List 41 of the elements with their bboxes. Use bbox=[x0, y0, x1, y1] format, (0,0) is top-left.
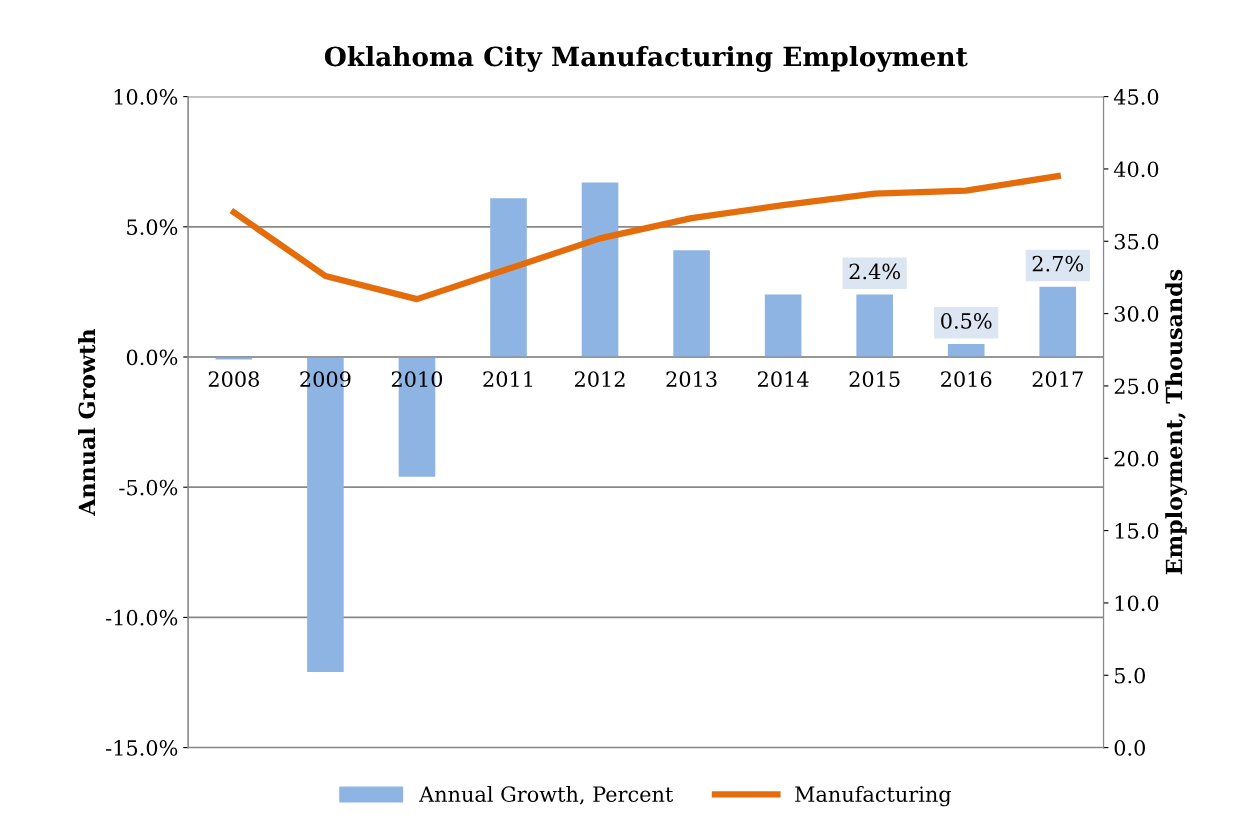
y2-tick-label: 40.0 bbox=[1113, 161, 1159, 178]
data-label: 2.7% bbox=[1032, 255, 1084, 272]
y2-tick-label: 0.0 bbox=[1114, 740, 1145, 756]
y2-tick-label: 35.0 bbox=[1114, 233, 1159, 250]
x-tick-label: 2013 bbox=[666, 371, 717, 388]
y2-tick-label: 30.0 bbox=[1114, 306, 1159, 322]
bar bbox=[673, 250, 710, 357]
x-tick-label: 2016 bbox=[941, 371, 992, 388]
bar bbox=[947, 343, 985, 357]
x-tick-label: 2017 bbox=[1032, 371, 1083, 388]
y2-tick-label: 10.0 bbox=[1115, 595, 1159, 612]
bar bbox=[1039, 286, 1077, 357]
y2-tick-label: 20.0 bbox=[1114, 450, 1159, 467]
y2-tick-label: 5.0 bbox=[1115, 667, 1145, 684]
x-tick-label: 2009 bbox=[300, 371, 351, 388]
y-tick-label: -5.0% bbox=[119, 479, 178, 496]
y2-tick-label: 45.0 bbox=[1113, 89, 1159, 105]
x-tick-label: 2012 bbox=[574, 371, 625, 388]
y-tick-label: 5.0% bbox=[127, 219, 178, 236]
y-tick-label: 10.0% bbox=[114, 89, 178, 105]
bar bbox=[490, 198, 527, 357]
legend-label: Annual Growth, Percent bbox=[418, 785, 674, 805]
y-tick-label: -10.0% bbox=[106, 609, 178, 626]
x-tick-label: 2015 bbox=[849, 371, 900, 388]
bar bbox=[581, 182, 619, 357]
x-tick-label: 2010 bbox=[391, 371, 443, 388]
x-tick-label: 2014 bbox=[758, 371, 809, 388]
chart-title: Oklahoma City Manufacturing Employment bbox=[324, 45, 968, 72]
x-tick-label: 2011 bbox=[483, 371, 533, 388]
y2-axis-title: Employment, Thousands bbox=[1165, 269, 1188, 575]
x-tick-label: 2008 bbox=[208, 371, 259, 388]
y-axis-title: Annual Growth bbox=[78, 328, 96, 516]
legend-label: Manufacturing bbox=[795, 785, 952, 807]
data-label: 2.4% bbox=[849, 263, 900, 280]
y2-tick-label: 15.0 bbox=[1115, 523, 1159, 539]
y2-tick-label: 25.0 bbox=[1114, 378, 1159, 395]
y-tick-label: 0.0% bbox=[126, 349, 178, 366]
y-tick-label: -15.0% bbox=[106, 740, 178, 756]
data-label: 0.5% bbox=[941, 313, 992, 329]
bar bbox=[764, 294, 802, 357]
bar bbox=[856, 294, 893, 357]
